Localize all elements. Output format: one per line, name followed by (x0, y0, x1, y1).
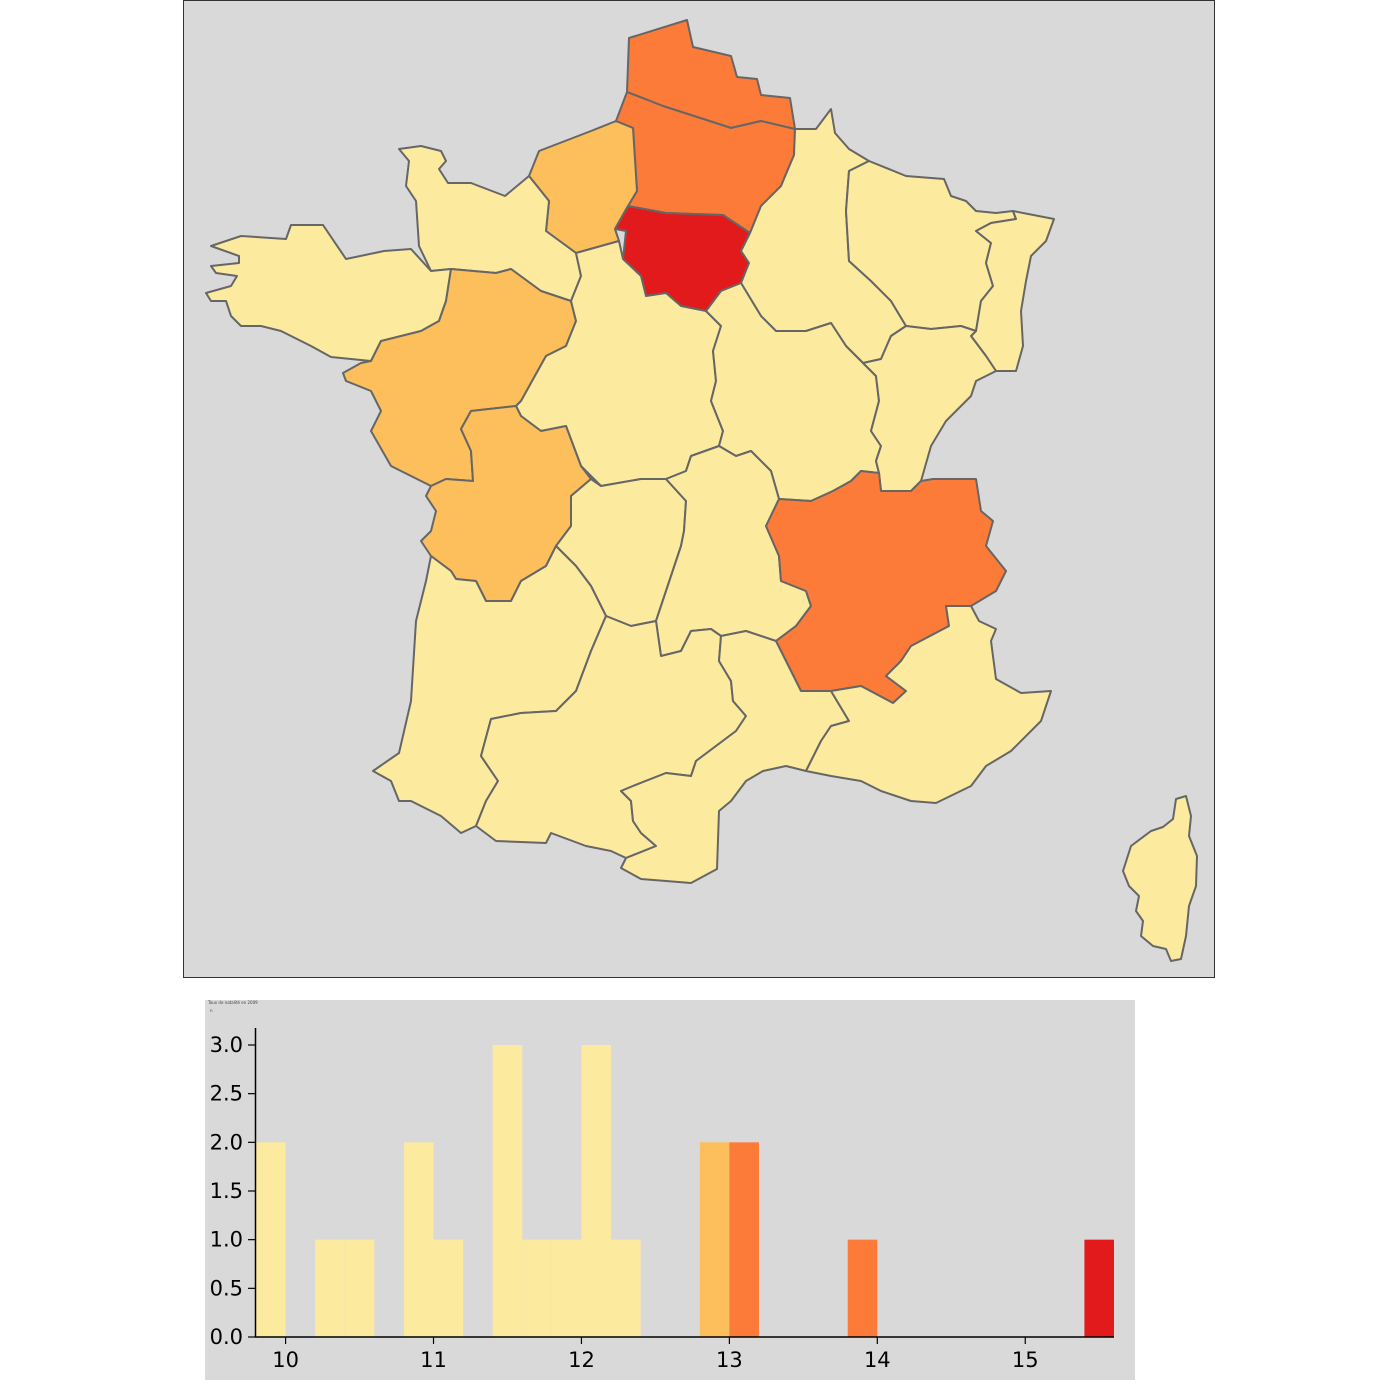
histogram-bar (315, 1239, 345, 1337)
region-corse (1122, 795, 1198, 962)
histogram-bar (729, 1142, 759, 1337)
y-axis-ticks: 0.0 0.5 1.0 1.5 2.0 2.5 3.0 (210, 1033, 255, 1349)
histogram-bar (581, 1045, 612, 1337)
y-tick-label: 2.0 (210, 1130, 243, 1154)
y-tick-label: 3.0 (210, 1033, 243, 1057)
y-tick-label: 1.5 (210, 1179, 243, 1203)
choropleth-map (183, 0, 1215, 978)
x-tick-label: 10 (272, 1348, 299, 1372)
y-tick-label: 2.5 (210, 1082, 243, 1106)
map-regions (205, 19, 1198, 962)
x-tick-label: 13 (716, 1348, 743, 1372)
histogram-bar (611, 1239, 641, 1337)
histogram-bar (551, 1239, 582, 1337)
histogram-bar (403, 1142, 434, 1337)
histogram-bar (256, 1142, 286, 1337)
x-axis-ticks: 10 11 12 13 14 15 (272, 1337, 1039, 1372)
y-tick-label: 0.0 (210, 1325, 243, 1349)
histogram-bar (847, 1239, 878, 1337)
histogram-bar (699, 1142, 730, 1337)
y-tick-label: 1.0 (210, 1228, 243, 1252)
histogram-panel: Taux de natalité en 2009 n 0.0 0.5 1.0 1.5 2… (205, 1000, 1135, 1380)
region-bretagne (205, 224, 452, 362)
histogram-chart: 0.0 0.5 1.0 1.5 2.0 2.5 3.0 10 11 12 13 14 15 (210, 1028, 1114, 1372)
x-tick-label: 15 (1012, 1348, 1039, 1372)
histogram-bars (256, 1045, 1114, 1337)
histogram-bar (492, 1045, 523, 1337)
histogram-bar (433, 1239, 464, 1337)
histogram-subtitle: n (210, 1008, 213, 1013)
histogram-title: Taux de natalité en 2009 (208, 1000, 258, 1005)
x-tick-label: 14 (864, 1348, 891, 1372)
y-tick-label: 0.5 (210, 1276, 243, 1300)
x-tick-label: 12 (568, 1348, 595, 1372)
histogram-bar (344, 1239, 375, 1337)
region-provence-alpes-cote-d-azur (805, 605, 1052, 804)
histogram-bar (1084, 1239, 1114, 1337)
x-tick-label: 11 (420, 1348, 447, 1372)
histogram-bar (522, 1239, 552, 1337)
